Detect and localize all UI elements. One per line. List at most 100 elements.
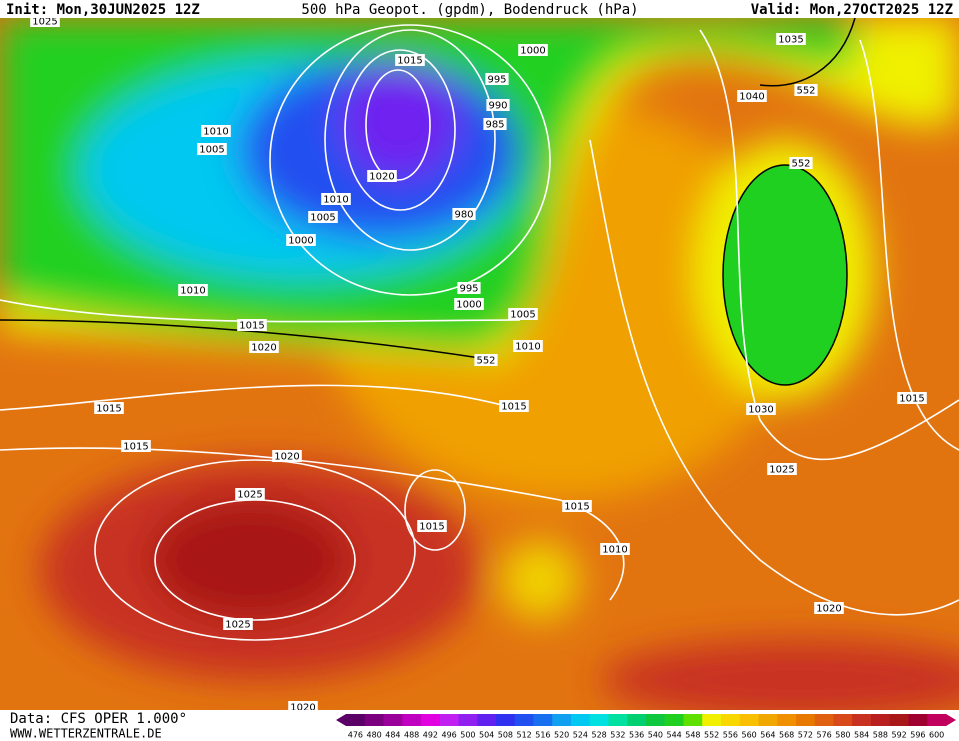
isobar-label-box bbox=[286, 234, 316, 246]
isobar-label: 1005 bbox=[510, 310, 535, 321]
isobar-label-box bbox=[197, 143, 227, 155]
colorbar-swatch bbox=[871, 714, 891, 726]
isobar-label: 1020 bbox=[369, 172, 394, 183]
isobar-label: 1015 bbox=[123, 442, 148, 453]
isobar-label: 1015 bbox=[899, 394, 924, 405]
colorbar-swatch bbox=[908, 714, 928, 726]
isobar-label: 985 bbox=[485, 120, 504, 131]
isobar-label-box bbox=[178, 284, 208, 296]
isobar-label-box bbox=[474, 354, 498, 366]
isobar-label: 1030 bbox=[748, 405, 773, 416]
isobar-label-box bbox=[499, 400, 529, 412]
isobar-label: 552 bbox=[476, 356, 495, 367]
colorbar-label: 556 bbox=[723, 731, 738, 740]
isobar-label-box bbox=[513, 340, 543, 352]
isobar-label: 1015 bbox=[96, 404, 121, 415]
isobar-label: 980 bbox=[454, 210, 473, 221]
colorbar-swatch bbox=[833, 714, 853, 726]
isobar-label-box bbox=[272, 450, 302, 462]
colorbar-label: 528 bbox=[591, 731, 606, 740]
valid-time: Valid: Mon,27OCT2025 12Z bbox=[751, 2, 953, 18]
colorbar-swatch bbox=[889, 714, 909, 726]
isobar-label-box bbox=[452, 208, 476, 220]
colorbar-swatch bbox=[927, 714, 947, 726]
isobar-label: 990 bbox=[488, 101, 507, 112]
map: 1025 1015 1000 995 990 985 1010 1005 1020 1010 100… bbox=[0, 18, 959, 714]
isobar-label: 1010 bbox=[602, 545, 627, 556]
colorbar-label: 476 bbox=[348, 731, 363, 740]
colorbar-label: 600 bbox=[929, 731, 944, 740]
colorbar-label: 484 bbox=[385, 731, 400, 740]
colorbar-label: 580 bbox=[835, 731, 850, 740]
isobar-label: 1025 bbox=[237, 490, 262, 501]
isobar-label-box bbox=[454, 298, 484, 310]
colorbar-label: 500 bbox=[460, 731, 475, 740]
colorbar-label: 576 bbox=[816, 731, 831, 740]
isobar-label: 1020 bbox=[251, 343, 276, 354]
isobar-label: 1015 bbox=[419, 522, 444, 533]
data-source: Data: CFS OPER 1.000° bbox=[10, 711, 187, 727]
isobar-label: 1025 bbox=[769, 465, 794, 476]
colorbar-swatch bbox=[627, 714, 647, 726]
isobar-label: 1015 bbox=[239, 321, 264, 332]
isobar-label-box bbox=[321, 193, 351, 205]
isobar-label-box bbox=[485, 73, 509, 85]
colorbar-label: 560 bbox=[741, 731, 756, 740]
site-url: WWW.WETTERZENTRALE.DE bbox=[10, 727, 162, 741]
isobar-label-box bbox=[201, 125, 231, 137]
colorbar-label: 496 bbox=[441, 731, 456, 740]
isobar-label-box bbox=[30, 18, 60, 27]
colorbar-swatch bbox=[777, 714, 797, 726]
colorbar-label: 492 bbox=[423, 731, 438, 740]
isobar-label: 1000 bbox=[520, 46, 545, 57]
isobar-label-box bbox=[737, 90, 767, 102]
isobar-label-box bbox=[562, 500, 592, 512]
colorbar-label: 548 bbox=[685, 731, 700, 740]
isobar-label: 995 bbox=[487, 75, 506, 86]
colorbar-swatch bbox=[702, 714, 722, 726]
isobar-label: 1010 bbox=[515, 342, 540, 353]
colorbar-label: 480 bbox=[366, 731, 381, 740]
colorbar-swatch bbox=[683, 714, 703, 726]
colorbar-label: 588 bbox=[873, 731, 888, 740]
isobar-label: 1010 bbox=[323, 195, 348, 206]
colorbar-swatch bbox=[646, 714, 666, 726]
isobar-label-box bbox=[395, 54, 425, 66]
isobar-label-box bbox=[508, 308, 538, 320]
colorbar-label: 568 bbox=[779, 731, 794, 740]
isobar-label: 1005 bbox=[199, 145, 224, 156]
colorbar-label: 536 bbox=[629, 731, 644, 740]
isobar-label-box bbox=[288, 701, 318, 710]
colorbar-swatch bbox=[739, 714, 759, 726]
isobar-label-box bbox=[308, 211, 338, 223]
isobar-label-box bbox=[223, 618, 253, 630]
colorbar-swatch bbox=[589, 714, 609, 726]
isobar-label: 1035 bbox=[778, 35, 803, 46]
colorbar-label: 540 bbox=[648, 731, 663, 740]
colorbar-label: 592 bbox=[891, 731, 906, 740]
isobar-label: 1020 bbox=[816, 604, 841, 615]
isobar-label-box bbox=[789, 157, 813, 169]
colorbar-swatch bbox=[402, 714, 422, 726]
colorbar-swatch bbox=[364, 714, 384, 726]
colorbar-swatch bbox=[796, 714, 816, 726]
colorbar-swatch bbox=[383, 714, 403, 726]
isobar-label: 1015 bbox=[564, 502, 589, 513]
colorbar-arrow-left bbox=[336, 714, 346, 726]
isobar-label-box bbox=[367, 170, 397, 182]
isobar-label-box bbox=[235, 488, 265, 500]
colorbar-label: 552 bbox=[704, 731, 719, 740]
isobar-label-box bbox=[249, 341, 279, 353]
header-bar bbox=[0, 0, 959, 18]
colorbar-label: 516 bbox=[535, 731, 550, 740]
isobar-label-box bbox=[486, 99, 510, 111]
isobar-label-box bbox=[483, 118, 507, 130]
isobar-labels: 1025 1015 1000 995 990 985 1010 1005 1020 1010 100… bbox=[30, 18, 927, 714]
isobar-label: 1000 bbox=[456, 300, 481, 311]
colorbar: 476 480 484 488 492 496 500 504 508 512 516 520 524 5… bbox=[336, 714, 956, 740]
isobar-label: 1020 bbox=[290, 703, 315, 714]
colorbar-label: 504 bbox=[479, 731, 494, 740]
colorbar-swatch bbox=[477, 714, 497, 726]
isobar-label: 1025 bbox=[225, 620, 250, 631]
